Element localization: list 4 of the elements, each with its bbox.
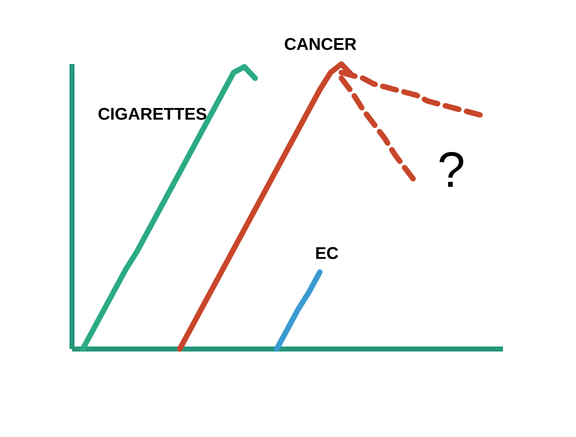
series-label: EC xyxy=(316,247,338,260)
series-label: CIGARETTES xyxy=(98,108,206,120)
annotation: ? xyxy=(439,152,464,187)
series-label: CANCER xyxy=(284,38,356,50)
